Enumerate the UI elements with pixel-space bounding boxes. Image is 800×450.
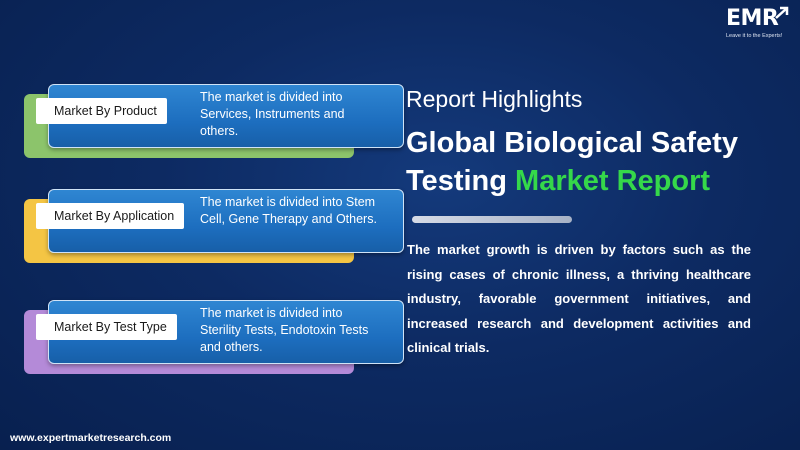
segment-description: The market is divided into Services, Ins…	[200, 90, 345, 138]
report-title-highlight: Market Report	[515, 165, 711, 197]
arrow-up-right-icon	[775, 6, 789, 19]
divider	[412, 216, 572, 223]
report-title-main: Global Biological Safety Testing	[406, 127, 738, 197]
report-highlights-heading: Report Highlights	[406, 86, 583, 112]
segment-label: Market By Application	[36, 203, 185, 229]
report-title: Global Biological Safety Testing Market …	[406, 124, 786, 200]
segment-description: The market is divided into Stem Cell, Ge…	[200, 195, 377, 226]
summary-text: The market growth is driven by factors s…	[407, 242, 751, 355]
segment-label: Market By Test Type	[36, 314, 177, 340]
website-link[interactable]: www.expertmarketresearch.com	[10, 432, 172, 444]
logo-tagline: Leave it to the Experts!	[726, 33, 783, 39]
segment-description: The market is divided into Sterility Tes…	[200, 306, 369, 354]
logo-text: EMR	[726, 6, 779, 31]
segment-label: Market By Product	[36, 98, 167, 124]
emr-logo[interactable]: EMR Leave it to the Experts!	[726, 6, 796, 46]
